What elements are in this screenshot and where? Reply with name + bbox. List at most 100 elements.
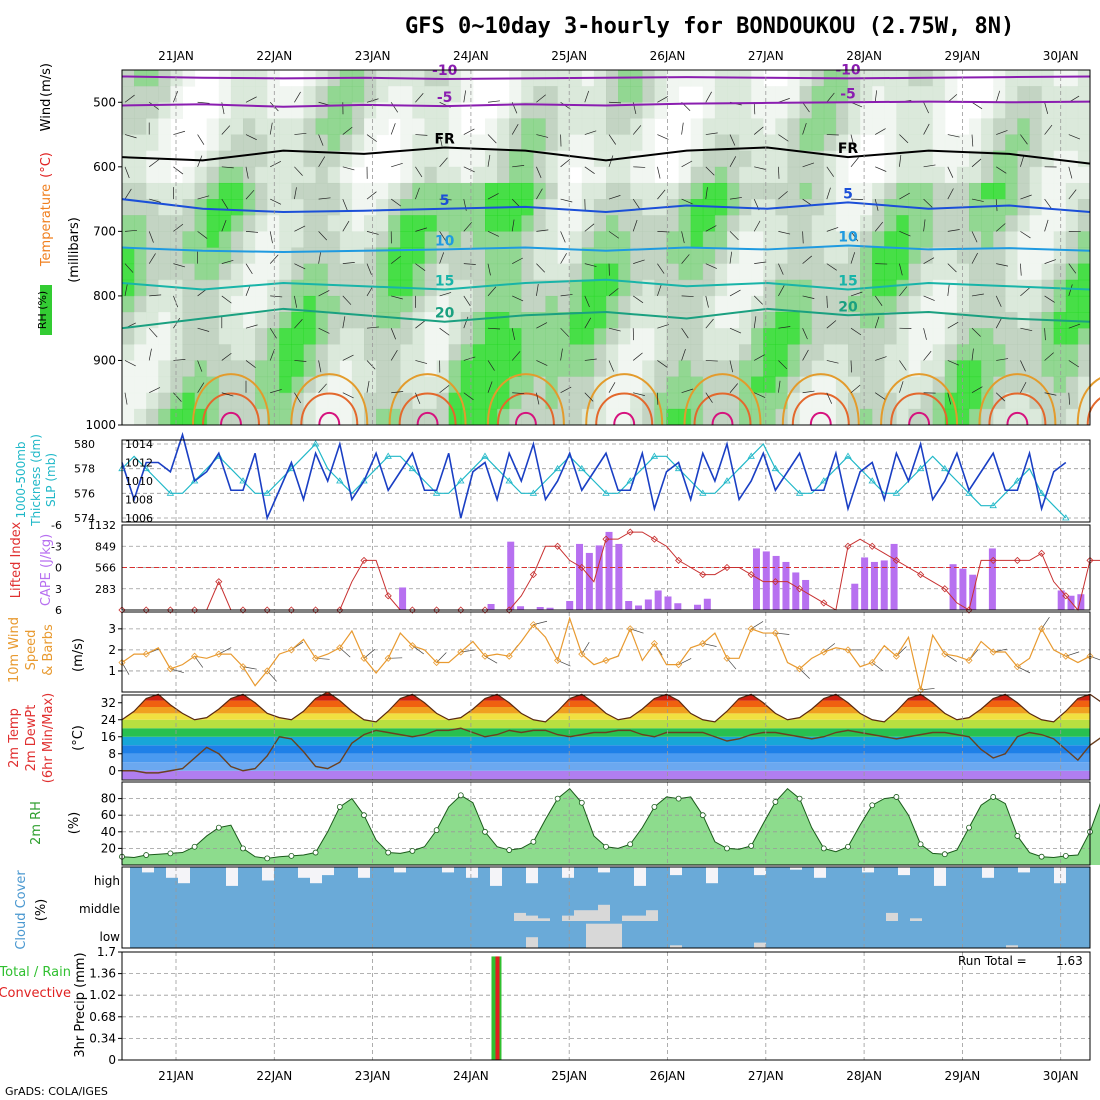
thickness-tick-label: 578 bbox=[74, 463, 95, 476]
rh-shading-cell bbox=[678, 312, 692, 329]
rh-shading-cell bbox=[1005, 328, 1018, 345]
rh-unit-label: (%) bbox=[67, 812, 82, 835]
wind-barb bbox=[1020, 194, 1032, 200]
lifted-index-series-marker bbox=[965, 606, 973, 614]
wind-speed-series-marker bbox=[868, 658, 876, 667]
rh-shading-cell bbox=[714, 312, 728, 329]
rh-shading-cell bbox=[714, 295, 728, 313]
rh-shading-cell bbox=[521, 182, 534, 200]
rh-shading-cell bbox=[158, 408, 171, 426]
rh-shading-cell bbox=[424, 392, 438, 410]
rh-shading-cell bbox=[134, 392, 147, 410]
rh-shading-cell bbox=[424, 247, 438, 265]
rh-shading-cell bbox=[1029, 376, 1043, 394]
thickness-tick-label: 574 bbox=[74, 512, 95, 525]
wind-barb-label: & Barbs bbox=[41, 624, 56, 676]
rh-shading-cell bbox=[569, 247, 583, 265]
rh-shading-cell bbox=[182, 392, 196, 410]
rh-shading-cell bbox=[557, 360, 571, 378]
wind-barb bbox=[149, 198, 161, 203]
wind-barb bbox=[971, 348, 974, 361]
cape-tick-label: 566 bbox=[95, 562, 116, 575]
wind-barb bbox=[463, 263, 476, 265]
wind-barb bbox=[657, 263, 665, 274]
rh-shading-cell bbox=[787, 102, 801, 119]
rh-shading-cell bbox=[763, 199, 776, 216]
rh-shading-cell bbox=[993, 215, 1006, 232]
wind-barb bbox=[947, 166, 954, 178]
rh-shading-cell bbox=[327, 312, 341, 329]
rh-shading-cell bbox=[666, 344, 680, 361]
wind-barb bbox=[463, 90, 467, 103]
rh-shading-cell bbox=[134, 344, 147, 361]
wind-barb bbox=[173, 359, 186, 361]
wind-barb bbox=[390, 123, 396, 135]
rh-shading-cell bbox=[714, 102, 728, 119]
wind-barb bbox=[536, 360, 548, 366]
cloud-cell-middle bbox=[634, 915, 646, 921]
rh-shading-cell bbox=[364, 182, 377, 200]
day-label-top: 23JAN bbox=[355, 49, 391, 63]
wind-tick-label: 2 bbox=[108, 643, 116, 657]
wind-barb bbox=[221, 295, 232, 304]
rh-shading-cell bbox=[339, 328, 353, 345]
rh-shading-cell bbox=[158, 231, 171, 248]
rh-shading-cell bbox=[775, 102, 788, 119]
rh-shading-cell bbox=[460, 408, 474, 426]
rh-shading-cell bbox=[557, 86, 571, 103]
wind-barb bbox=[947, 263, 957, 273]
rh-shading-cell bbox=[400, 118, 413, 136]
wind-barb bbox=[971, 134, 974, 147]
rh-shading-cell bbox=[146, 166, 159, 184]
rh-shading-cell bbox=[739, 392, 752, 410]
rh-shading-cell bbox=[920, 86, 934, 103]
rh-shading-cell bbox=[557, 166, 571, 184]
wind-barb bbox=[439, 252, 445, 264]
rh-shading-cell bbox=[993, 279, 1006, 297]
wind-barb bbox=[729, 360, 734, 373]
rh-shading-cell bbox=[412, 231, 425, 248]
rh-shading-cell bbox=[1029, 247, 1043, 265]
rh-shading-cell bbox=[206, 182, 220, 200]
rh-shading-cell bbox=[1053, 182, 1067, 200]
rh-shading-cell bbox=[436, 215, 450, 232]
thickness-series-marker bbox=[529, 489, 538, 496]
rh-shading-cell bbox=[920, 215, 934, 232]
rh-shading-cell bbox=[751, 328, 764, 345]
wind-barb bbox=[487, 231, 500, 237]
rh-shading-cell bbox=[146, 86, 159, 103]
rh-shading-cell bbox=[872, 295, 885, 313]
rh-shading-cell bbox=[944, 150, 958, 168]
rh-shading-cell bbox=[1041, 182, 1055, 200]
rh-shading-cell bbox=[327, 344, 341, 361]
lifted-index-series-marker bbox=[457, 606, 465, 614]
rh-shading-cell bbox=[969, 215, 982, 232]
rh-shading-cell bbox=[303, 134, 317, 152]
rh-shading-cell bbox=[678, 166, 692, 184]
wind-barb bbox=[657, 96, 669, 103]
rh-shading-cell bbox=[545, 102, 559, 119]
rh-shading-cell bbox=[497, 312, 510, 329]
thickness-series-marker bbox=[602, 489, 610, 496]
rh-shading-cell bbox=[267, 312, 280, 329]
rh-shading-cell bbox=[920, 392, 934, 410]
rh-shading-cell bbox=[485, 231, 498, 248]
wind-barb bbox=[850, 134, 855, 147]
rh-shading-cell bbox=[581, 102, 595, 119]
rh-shading-cell bbox=[497, 360, 510, 378]
wind-speed-series-marker bbox=[1013, 663, 1021, 671]
rh-shading-cell bbox=[823, 360, 837, 378]
wind-barb bbox=[124, 263, 134, 273]
rh-series-marker bbox=[675, 795, 682, 802]
wind-barb bbox=[148, 253, 156, 264]
rh-shading-cell bbox=[739, 312, 752, 329]
rh-shading-cell bbox=[509, 118, 522, 136]
wind-barb bbox=[173, 317, 181, 329]
rh-shading-cell bbox=[436, 360, 450, 378]
wind-barb bbox=[947, 283, 950, 296]
rh-shading-cell bbox=[388, 86, 401, 103]
rh-shading-cell bbox=[981, 166, 994, 184]
rh-shading-cell bbox=[872, 376, 885, 394]
rh-shading-cell bbox=[739, 86, 752, 103]
rh-shading-cell bbox=[351, 360, 365, 378]
